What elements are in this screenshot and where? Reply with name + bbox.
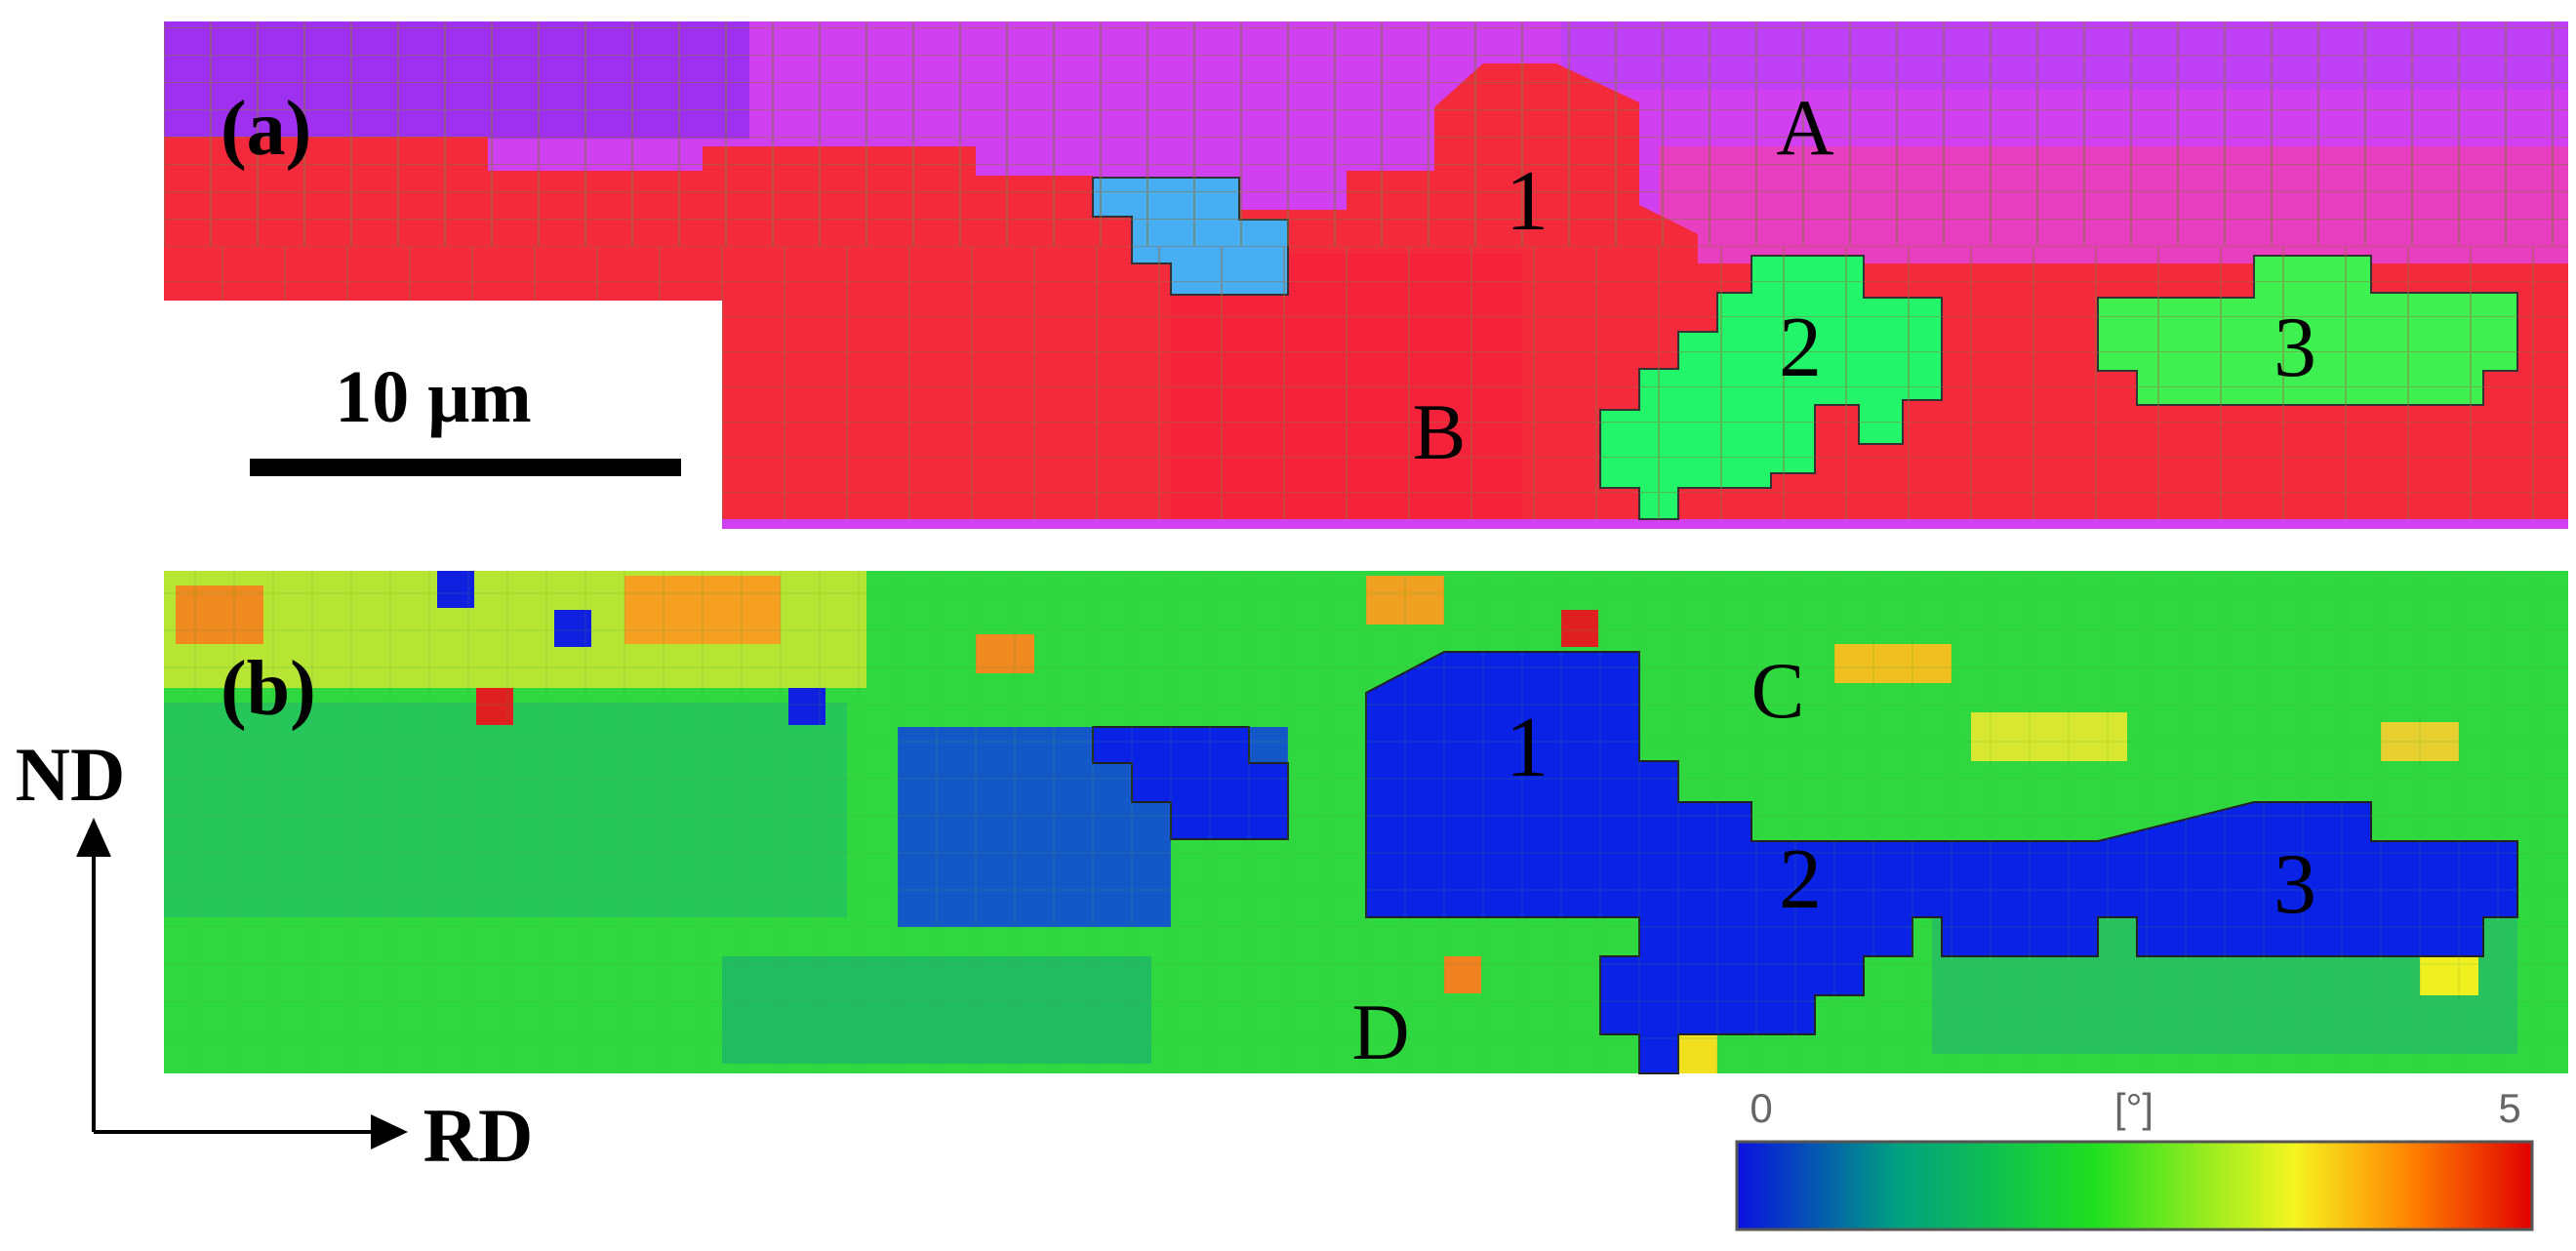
grain-label-a-1: 1 <box>1506 154 1549 249</box>
grain-label-b-1: 1 <box>1506 701 1549 795</box>
coordinate-axes <box>76 818 408 1150</box>
colorbar <box>1735 1140 2534 1231</box>
region-label-c: C <box>1751 646 1805 735</box>
scale-bar-line <box>250 459 681 476</box>
colorbar-max-label: 5 <box>2498 1085 2520 1131</box>
grain-label-a-3: 3 <box>2274 301 2316 395</box>
colorbar-unit-label: [°] <box>2114 1085 2153 1131</box>
region-label-a: A <box>1776 83 1833 172</box>
panel-b-map <box>164 571 2568 1074</box>
grain-label-b-3: 3 <box>2274 837 2316 932</box>
colorbar-min-label: 0 <box>1750 1085 1772 1131</box>
axis-label-rd: RD <box>423 1093 534 1178</box>
grain-label-a-2: 2 <box>1779 301 1822 395</box>
up-arrow-icon <box>76 818 111 857</box>
grain-label-b-2: 2 <box>1779 832 1822 927</box>
axis-label-nd: ND <box>16 732 126 817</box>
region-label-b: B <box>1413 387 1467 476</box>
right-arrow-icon <box>371 1114 408 1150</box>
scale-bar-label: 10 μm <box>335 356 531 438</box>
panel-a-map <box>164 21 2568 531</box>
panel-a-label: (a) <box>221 86 311 172</box>
region-label-d: D <box>1351 988 1409 1076</box>
panel-b-label: (b) <box>221 646 316 732</box>
